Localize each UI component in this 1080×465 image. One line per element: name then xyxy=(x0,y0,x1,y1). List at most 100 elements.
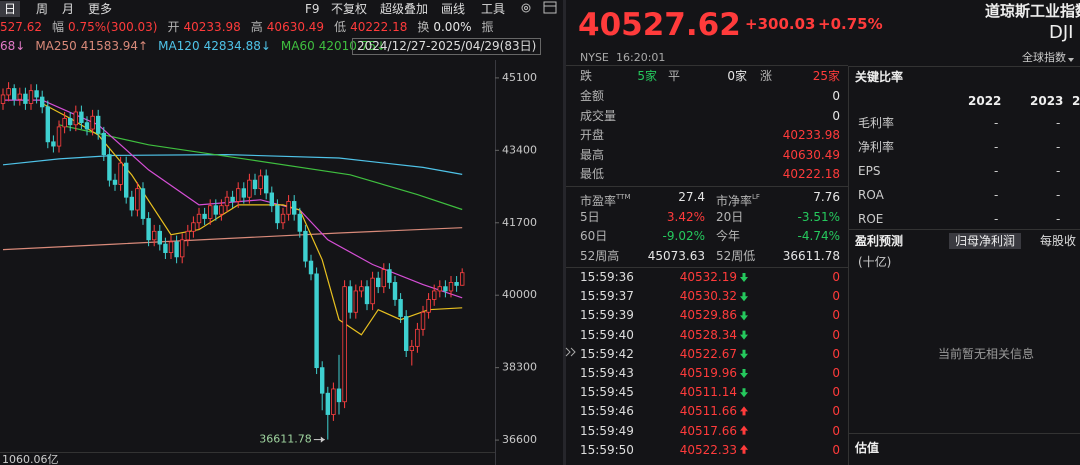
section-title: 估值 xyxy=(855,441,880,455)
metric-name: 市净率 xyxy=(716,194,753,208)
ma-line xyxy=(41,102,463,336)
tool-button[interactable]: 超级叠加 xyxy=(380,2,429,16)
amount-label: 1060.06亿 xyxy=(2,453,59,465)
candle-body xyxy=(241,188,246,198)
ratio-value: - xyxy=(994,116,999,130)
quote-item: 振 xyxy=(481,20,494,34)
candle-body xyxy=(11,88,17,100)
legend-value: 41583.94↑ xyxy=(80,39,149,53)
candle-body xyxy=(96,115,101,134)
metric-value: 7.76 xyxy=(813,190,840,204)
index-code: DJI xyxy=(1049,22,1074,43)
candle-body xyxy=(185,230,190,241)
candle-body xyxy=(409,345,414,352)
candle-body xyxy=(286,201,291,215)
tick-arrow xyxy=(740,444,748,454)
candle-body xyxy=(179,239,185,258)
stat-value: 40630.49 xyxy=(782,147,840,162)
tick-price: 40522.67 xyxy=(679,346,737,361)
metric-label: 52周低 xyxy=(716,248,755,264)
candle-body xyxy=(437,286,442,292)
candle-body xyxy=(34,90,39,98)
ratio-value: - xyxy=(1056,116,1061,130)
metric-value: 3.42% xyxy=(666,209,705,224)
range-label: 2024/12/27-2025/04/29(83日) xyxy=(352,38,542,55)
candle-body xyxy=(331,388,336,415)
candle-body xyxy=(398,299,403,317)
legend-item: MA120 42834.88↓ xyxy=(158,38,271,54)
candle-body xyxy=(51,141,56,147)
y-tick-label: 43400 xyxy=(502,143,537,156)
candle-body xyxy=(252,179,258,190)
y-tick-label: 40000 xyxy=(502,288,537,301)
ratio-label: ROE xyxy=(858,212,884,226)
tick-arrow xyxy=(740,369,748,378)
quote-item: 40630.49 xyxy=(266,20,325,34)
candle-body xyxy=(353,290,358,313)
tick-price: 40528.34 xyxy=(679,327,737,342)
candle-body xyxy=(207,205,213,219)
metric-value: -9.02% xyxy=(662,229,705,244)
candle-body xyxy=(319,367,325,394)
low-label: 36611.78 xyxy=(259,433,312,446)
candle-body xyxy=(146,218,151,241)
quote-item: 0.00% xyxy=(433,20,472,34)
metric-label: 52周高 xyxy=(580,248,619,264)
candle-body xyxy=(68,117,73,126)
candle-body xyxy=(247,179,252,198)
metric-value: -3.51% xyxy=(797,209,840,224)
tick-arrow xyxy=(740,292,748,302)
tick-time: 15:59:42 xyxy=(580,346,634,361)
tool-button[interactable]: 工具 xyxy=(481,2,506,16)
quote-item: 开 xyxy=(167,20,180,34)
metric-value: -4.74% xyxy=(797,229,840,244)
empty-message: 当前暂无相关信息 xyxy=(938,347,1035,361)
tick-arrow xyxy=(740,273,748,282)
candle-body xyxy=(129,196,134,211)
candle-body xyxy=(124,162,129,198)
candle-body xyxy=(342,286,347,403)
candle-body xyxy=(112,179,118,185)
legend-item: MA250 41583.94↑ xyxy=(35,38,148,54)
candle-body xyxy=(17,93,22,100)
candle-body xyxy=(275,205,280,224)
change: +300.03 xyxy=(745,15,816,33)
candle-body xyxy=(56,126,62,147)
forecast-tab[interactable]: 归母净利润 xyxy=(949,233,1022,249)
ratio-label: 毛利率 xyxy=(858,116,895,130)
tool-button[interactable]: 画线 xyxy=(441,2,466,16)
legend-name: MA120 xyxy=(158,39,200,53)
candle-body xyxy=(230,196,235,202)
stat-value: 0 xyxy=(832,89,840,103)
metric-value: 27.4 xyxy=(678,190,705,204)
ratio-value: - xyxy=(994,164,999,178)
candle-body xyxy=(303,230,308,262)
breadth-value: 0家 xyxy=(727,69,747,83)
candle-body xyxy=(191,222,196,232)
tick-time: 15:59:37 xyxy=(580,289,634,304)
candle-body xyxy=(213,205,218,215)
candle-body xyxy=(118,162,123,185)
tick-price: 40529.86 xyxy=(679,308,737,323)
tool-button[interactable]: F9 xyxy=(305,2,320,16)
period-tab[interactable]: 月 xyxy=(62,2,75,16)
y-tick-label: 38300 xyxy=(502,361,537,374)
ratio-value: - xyxy=(994,212,999,226)
market[interactable]: 全球指数 xyxy=(1022,51,1066,64)
tick-time: 15:59:40 xyxy=(580,327,634,342)
period-tab[interactable]: 更多 xyxy=(88,2,113,16)
forecast-tab[interactable]: 每股收 xyxy=(1040,234,1077,248)
metric-name: 52周低 xyxy=(716,248,756,263)
candle-body xyxy=(258,175,263,190)
period-tab[interactable]: 日 xyxy=(0,1,21,17)
exchange: NYSE xyxy=(580,51,609,64)
candle-body xyxy=(135,188,140,211)
candle-body xyxy=(174,241,179,258)
quote-item: 0.75%(300.03) xyxy=(68,20,158,34)
quote-item: 换 xyxy=(417,20,430,34)
tick-arrow xyxy=(740,349,748,359)
tool-button[interactable]: 不复权 xyxy=(331,2,368,16)
candle-body xyxy=(347,286,353,313)
period-tab[interactable]: 周 xyxy=(36,2,49,16)
tick-price: 40530.32 xyxy=(679,289,737,304)
